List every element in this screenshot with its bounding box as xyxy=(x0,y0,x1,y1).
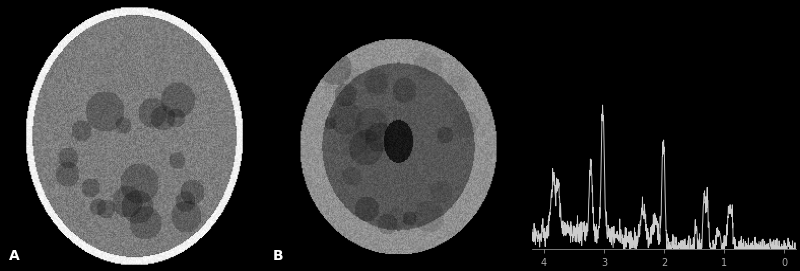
Text: B: B xyxy=(273,249,284,263)
Text: A: A xyxy=(10,249,20,263)
